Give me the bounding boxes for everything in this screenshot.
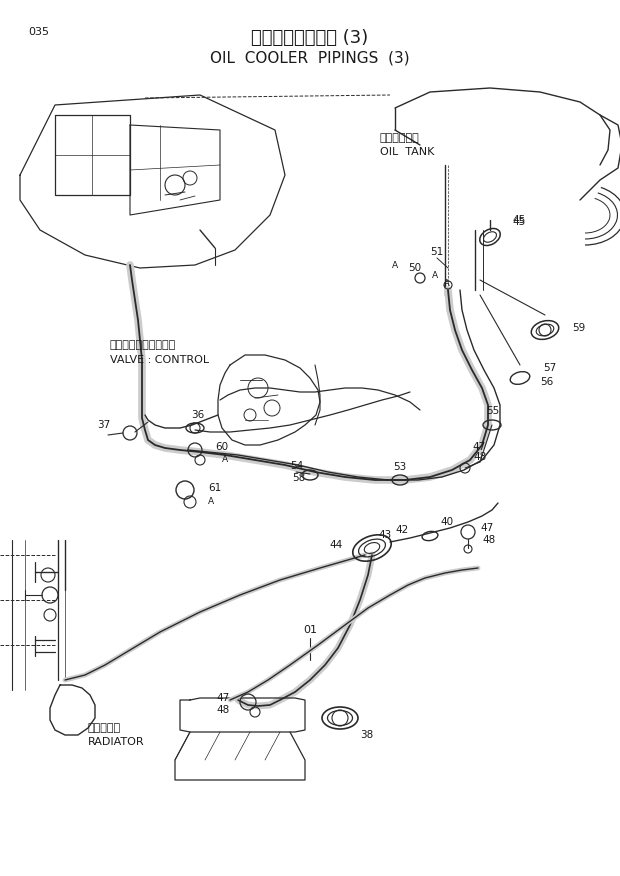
Text: 48: 48 (217, 705, 230, 715)
Text: 40: 40 (440, 517, 453, 527)
Text: オイルタンク: オイルタンク (380, 133, 420, 143)
Text: OIL  COOLER  PIPINGS  (3): OIL COOLER PIPINGS (3) (210, 51, 410, 66)
Text: 56: 56 (540, 377, 553, 387)
Text: 45: 45 (512, 217, 525, 227)
Text: 01: 01 (303, 625, 317, 635)
Text: 43: 43 (378, 530, 391, 540)
Text: A: A (444, 279, 450, 287)
Text: ラジエータ: ラジエータ (88, 723, 121, 733)
Text: 47: 47 (480, 523, 494, 533)
Text: 60: 60 (215, 442, 228, 452)
Text: 45: 45 (512, 215, 525, 225)
Text: 44: 44 (330, 540, 343, 550)
Text: A: A (392, 260, 398, 270)
Text: 42: 42 (395, 525, 408, 535)
Text: バルブ：コントロール: バルブ：コントロール (110, 340, 176, 350)
Text: 48: 48 (473, 452, 486, 462)
Text: 51: 51 (430, 247, 444, 257)
Text: RADIATOR: RADIATOR (88, 737, 144, 747)
Text: 47: 47 (217, 693, 230, 703)
Text: OIL  TANK: OIL TANK (380, 147, 435, 157)
Text: 36: 36 (192, 410, 205, 420)
Text: 58: 58 (292, 473, 305, 483)
Text: 55: 55 (486, 406, 500, 416)
Text: A: A (222, 456, 228, 464)
Text: 53: 53 (393, 462, 407, 472)
Text: 59: 59 (572, 323, 585, 333)
Text: 37: 37 (97, 420, 110, 430)
Text: A: A (432, 271, 438, 279)
Text: 035: 035 (28, 27, 49, 37)
Text: 61: 61 (208, 483, 221, 493)
Text: A: A (208, 498, 214, 506)
Text: 57: 57 (543, 363, 556, 373)
Text: オイルクーラ配管 (3): オイルクーラ配管 (3) (251, 29, 369, 47)
Text: 48: 48 (482, 535, 495, 545)
Text: 54: 54 (290, 461, 303, 471)
Text: VALVE : CONTROL: VALVE : CONTROL (110, 355, 209, 365)
Text: 47: 47 (472, 442, 485, 452)
Text: 38: 38 (360, 730, 373, 740)
Text: 50: 50 (409, 263, 422, 273)
